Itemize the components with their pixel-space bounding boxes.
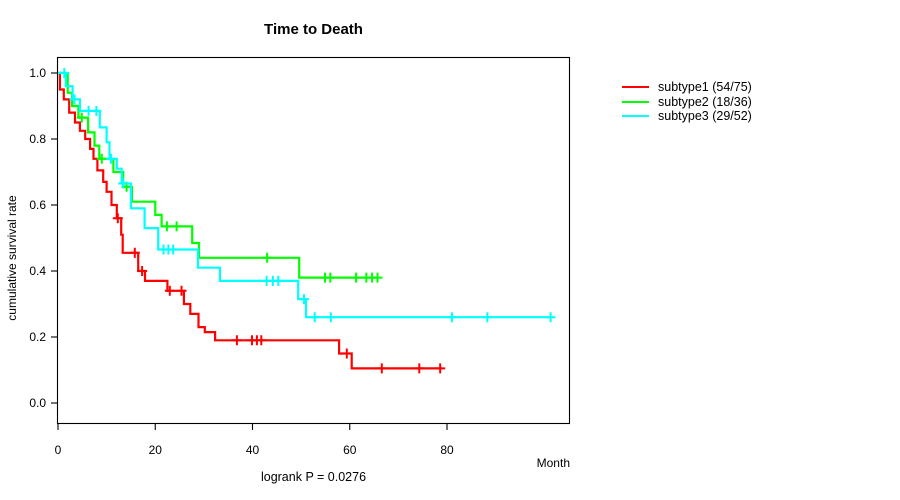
y-tick-label: 1.0 xyxy=(29,66,46,80)
x-tick-label: 40 xyxy=(245,443,260,457)
legend-item-subtype2: subtype2 (18/36) xyxy=(622,95,752,110)
x-tick-label: 80 xyxy=(440,443,454,457)
legend-item-subtype1: subtype1 (54/75) xyxy=(622,80,752,95)
y-tick-label: 0.0 xyxy=(29,396,46,410)
x-tick-label: 20 xyxy=(148,443,162,457)
censor-marks-subtype1 xyxy=(112,213,446,374)
chart-title: Time to Death xyxy=(264,21,363,38)
y-tick-label: 0.6 xyxy=(29,198,46,212)
legend-item-subtype3: subtype3 (29/52) xyxy=(622,109,752,124)
curve-subtype2 xyxy=(58,71,379,279)
y-tick-label: 0.8 xyxy=(29,132,46,146)
subtype2-line-swatch xyxy=(622,100,649,103)
curve-subtype1 xyxy=(58,71,443,370)
y-tick-label: 0.2 xyxy=(29,330,46,344)
footnote-logrank-p: logrank P = 0.0276 xyxy=(260,470,367,484)
legend-label-subtype1: subtype1 (54/75) xyxy=(658,80,752,95)
censor-marks-subtype2 xyxy=(76,112,383,283)
legend-label-subtype3: subtype3 (29/52) xyxy=(658,109,752,124)
legend: subtype1 (54/75) subtype2 (18/36) subtyp… xyxy=(622,80,752,124)
x-tick-label: 0 xyxy=(54,443,62,457)
y-axis-title: cumulative survival rate xyxy=(5,195,19,321)
censor-marks-subtype3 xyxy=(59,68,556,323)
subtype3-line-swatch xyxy=(622,115,649,118)
x-axis-title: Month xyxy=(536,456,570,470)
legend-label-subtype2: subtype2 (18/36) xyxy=(658,94,752,109)
x-tick-label: 60 xyxy=(343,443,357,457)
curve-subtype3 xyxy=(58,71,552,319)
subtype1-line-swatch xyxy=(622,86,649,89)
y-tick-label: 0.4 xyxy=(29,264,46,278)
